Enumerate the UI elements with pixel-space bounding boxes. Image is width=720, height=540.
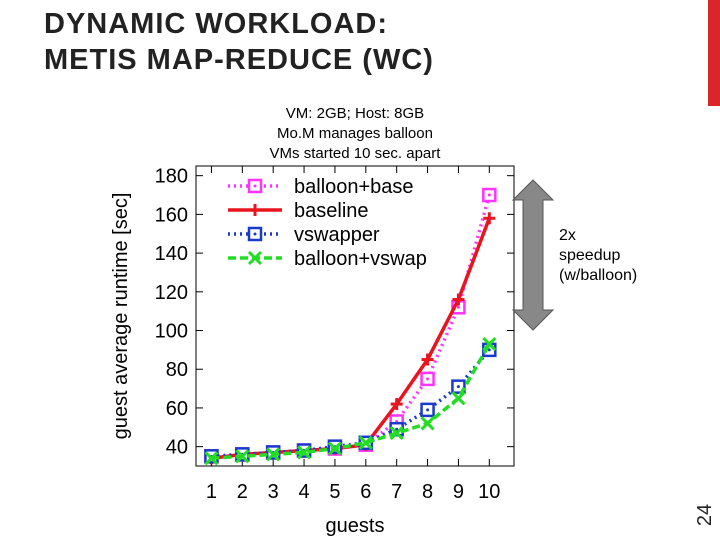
y-tick-label: 160 — [155, 204, 188, 226]
legend-label: balloon+vswap — [294, 248, 427, 270]
square-marker-dot — [456, 305, 460, 309]
legend-entry: balloon+base — [228, 176, 414, 198]
x-tick-label: 8 — [422, 481, 433, 503]
plot-area — [195, 165, 515, 467]
legend: balloon+basebaselinevswapperballoon+vswa… — [228, 176, 427, 270]
square-marker-dot — [395, 427, 399, 431]
square-marker-dot — [253, 184, 257, 188]
x-marker — [296, 445, 312, 460]
x-marker — [235, 449, 250, 464]
x-marker — [389, 426, 404, 441]
series-line — [211, 343, 491, 461]
x-tick-label: 3 — [268, 481, 279, 503]
slide-title: DYNAMIC WORKLOAD: METIS MAP-REDUCE (WC) — [44, 6, 434, 78]
legend-entry: baseline — [228, 200, 369, 222]
x-marker — [482, 337, 497, 352]
note-line-1: 2x — [559, 227, 576, 244]
x-tick-label: 2 — [237, 481, 248, 503]
title-line-2: METIS MAP-REDUCE (WC) — [44, 44, 434, 76]
legend-entry: balloon+vswap — [228, 248, 427, 270]
square-marker-dot — [253, 232, 257, 236]
page-number: 24 — [694, 503, 716, 527]
legend-label: vswapper — [294, 224, 380, 246]
x-marker — [204, 451, 219, 466]
x-tick-label: 5 — [329, 481, 340, 503]
x-marker — [420, 416, 435, 431]
series-group — [204, 187, 497, 466]
x-marker — [247, 250, 263, 266]
x-axis-label: guests — [326, 515, 385, 537]
annotation-line: VM: 2GB; Host: 8GB — [286, 105, 424, 122]
title-line-1: DYNAMIC WORKLOAD: — [44, 8, 389, 40]
series-line — [211, 348, 491, 459]
legend-label: baseline — [294, 200, 369, 222]
y-tick-label: 120 — [155, 282, 188, 304]
note-line-2: speedup — [559, 247, 621, 264]
legend-label: balloon+base — [294, 176, 414, 198]
y-tick-label: 100 — [155, 321, 188, 343]
note-line-3: (w/balloon) — [559, 267, 638, 284]
annotation-line: Mo.M manages balloon — [277, 125, 433, 142]
x-tick-label: 4 — [298, 481, 309, 503]
chart-annotation: VM: 2GB; Host: 8GB Mo.M manages balloon VM… — [270, 105, 442, 162]
legend-entry: vswapper — [228, 224, 380, 246]
y-tick-label: 180 — [155, 166, 188, 188]
x-marker — [451, 391, 466, 406]
square-marker-dot — [456, 385, 460, 389]
y-axis-label: guest average runtime [sec] — [110, 193, 132, 440]
y-axis: 40 60 80 100 120 140 160 180 — [155, 166, 514, 459]
x-tick-label: 10 — [478, 481, 500, 503]
x-axis: 1 2 3 4 5 6 7 8 9 10 — [206, 166, 500, 503]
y-tick-label: 40 — [166, 437, 188, 459]
square-marker-dot — [487, 348, 491, 352]
y-tick-label: 140 — [155, 243, 188, 265]
y-tick-label: 80 — [166, 359, 188, 381]
square-marker-dot — [426, 408, 430, 412]
annotation-line: VMs started 10 sec. apart — [270, 145, 442, 162]
x-marker — [266, 447, 281, 462]
square-marker-dot — [487, 193, 491, 197]
x-marker — [327, 441, 342, 456]
square-marker-dot — [426, 377, 430, 381]
x-tick-label: 9 — [453, 481, 464, 503]
speedup-arrow — [511, 179, 555, 331]
x-tick-label: 7 — [391, 481, 402, 503]
series-balloon-vswap — [204, 337, 497, 466]
x-tick-label: 1 — [206, 481, 217, 503]
accent-bar — [708, 0, 720, 106]
speedup-note: 2x speedup (w/balloon) — [559, 226, 637, 286]
x-tick-label: 6 — [360, 481, 371, 503]
x-marker — [358, 435, 373, 450]
y-tick-label: 60 — [166, 398, 188, 420]
